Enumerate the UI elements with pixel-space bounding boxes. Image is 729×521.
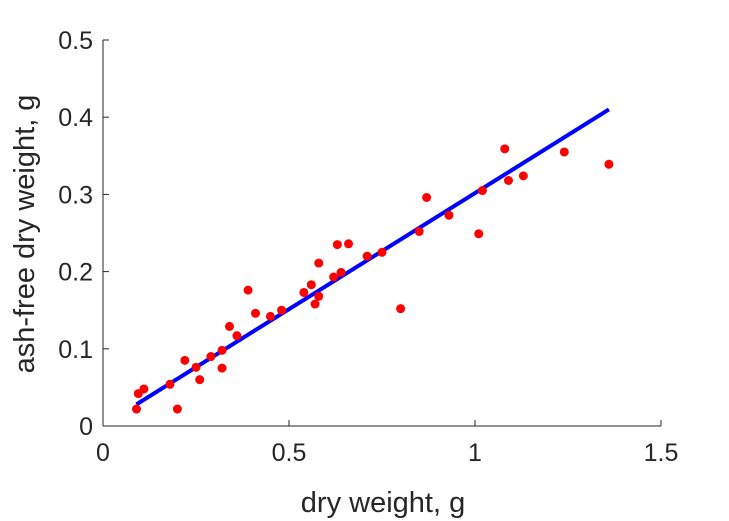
data-point (277, 305, 287, 315)
data-point (518, 171, 528, 181)
data-point (191, 362, 201, 372)
data-point (172, 404, 182, 414)
y-axis-label: ash-free dry weight, g (9, 95, 41, 374)
data-point (474, 229, 484, 239)
data-point (217, 363, 227, 373)
y-tick-label: 0.2 (58, 259, 93, 287)
data-point (444, 210, 454, 220)
data-point (251, 308, 261, 318)
data-point (165, 379, 175, 389)
data-point (336, 267, 346, 277)
data-point (503, 176, 513, 186)
y-tick-label: 0.3 (58, 181, 93, 209)
data-point (477, 186, 487, 196)
x-tick-label: 0.5 (272, 439, 307, 467)
data-point (414, 226, 424, 236)
x-tick-label: 1 (468, 439, 482, 467)
data-point (195, 375, 205, 385)
x-ticks: 0 0.5 1 1.5 (96, 420, 678, 467)
data-point (310, 299, 320, 309)
y-tick-label: 0.1 (58, 336, 93, 364)
x-axis-label: dry weight, g (301, 487, 465, 519)
data-point (604, 159, 614, 169)
data-point (224, 321, 234, 331)
data-point (559, 147, 569, 157)
data-point (329, 272, 339, 282)
data-point (306, 280, 316, 290)
data-point (180, 355, 190, 365)
data-point (314, 291, 324, 301)
data-point (396, 304, 406, 314)
data-point (344, 239, 354, 249)
data-points (131, 144, 614, 414)
data-point (422, 192, 432, 202)
y-tick-label: 0.4 (58, 104, 93, 132)
data-point (265, 311, 275, 321)
data-point (232, 331, 242, 341)
x-tick-label: 0 (96, 439, 110, 467)
data-point (362, 251, 372, 261)
data-point (332, 240, 342, 250)
fit-line (135, 107, 610, 407)
y-tick-label: 0.5 (58, 27, 93, 55)
data-point (206, 352, 216, 362)
data-point (139, 384, 149, 394)
data-point (299, 287, 309, 297)
y-tick-label: 0 (79, 413, 93, 441)
y-ticks: 0 0.1 0.2 0.3 0.4 0.5 (58, 27, 109, 441)
data-point (500, 144, 510, 154)
data-point (314, 258, 324, 268)
data-point (377, 247, 387, 257)
fit-line-group (135, 107, 610, 407)
data-point (131, 404, 141, 414)
data-point (217, 345, 227, 355)
x-tick-label: 1.5 (644, 439, 679, 467)
data-point (243, 285, 253, 295)
